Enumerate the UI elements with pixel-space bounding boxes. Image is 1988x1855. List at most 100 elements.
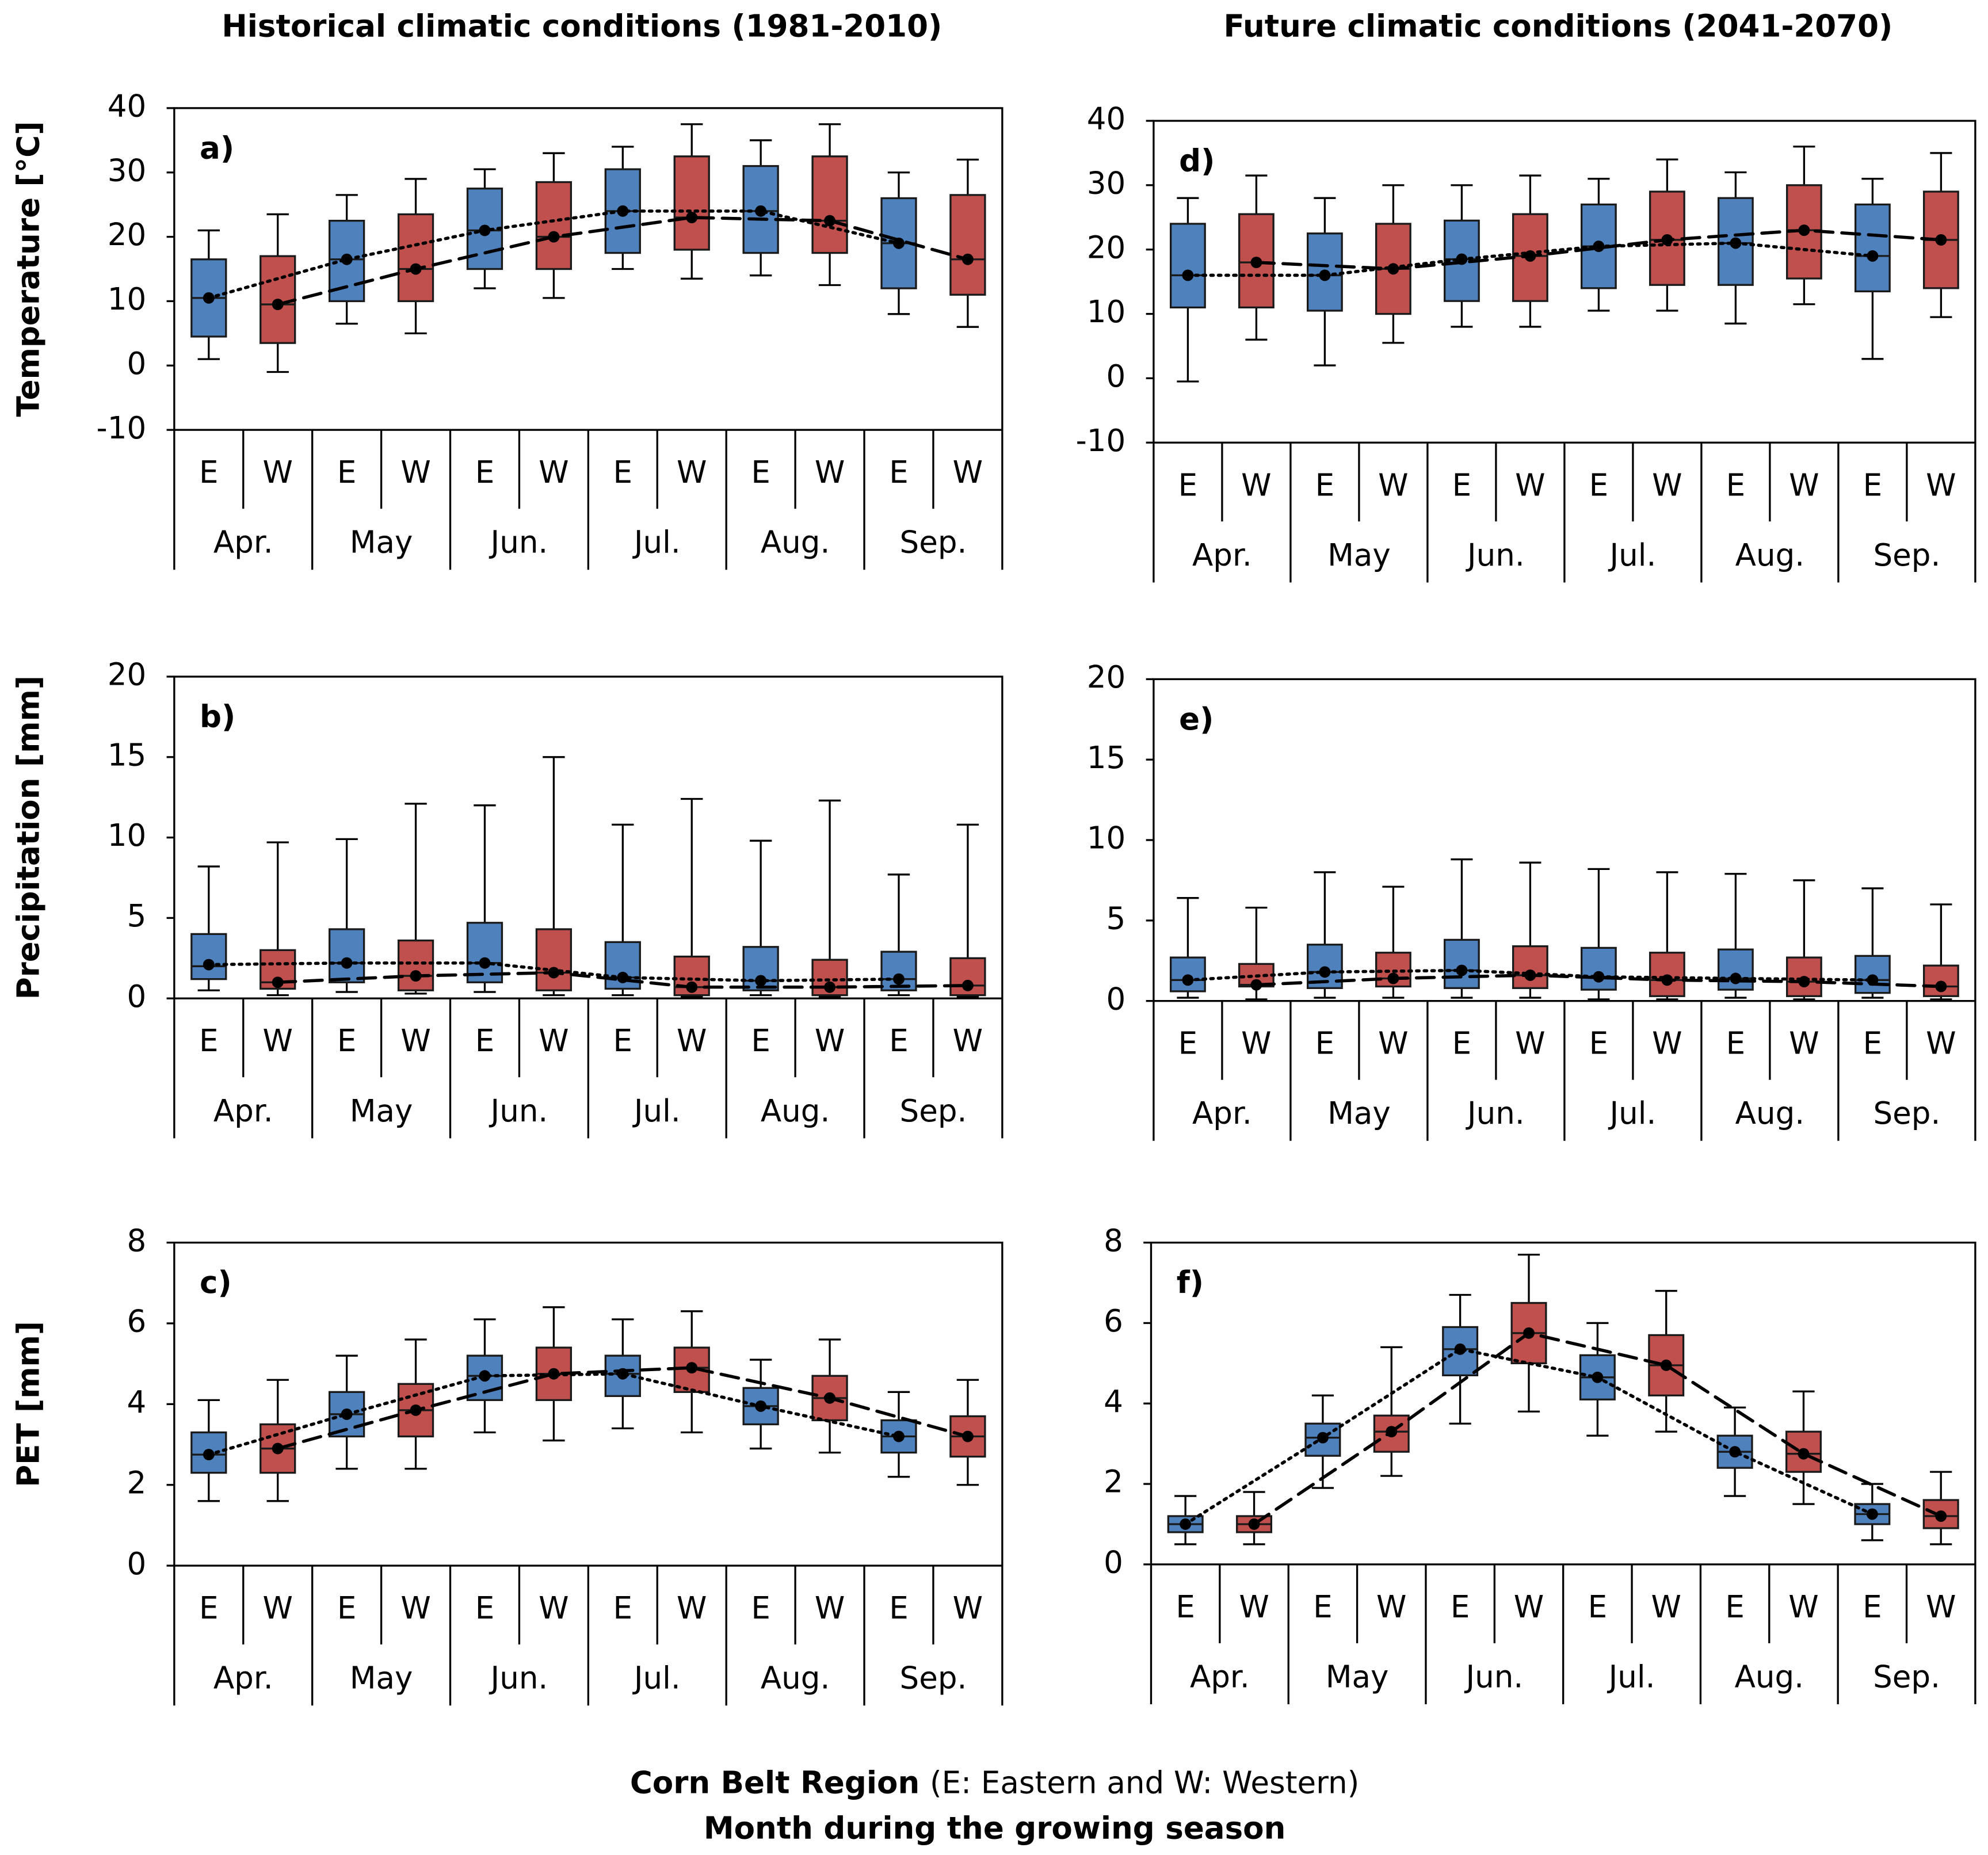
region-label: W (1514, 1589, 1544, 1625)
month-label: Aug. (761, 1093, 830, 1129)
y-tick-label: 40 (108, 89, 147, 124)
region-label: W (1515, 1026, 1545, 1062)
y-tick-label: 15 (108, 737, 147, 773)
month-label: Aug. (1735, 1659, 1804, 1694)
mean-dot (410, 263, 422, 275)
region-label: W (1378, 1026, 1408, 1062)
month-label: Apr. (1192, 1096, 1252, 1131)
mean-dot (548, 967, 560, 979)
mean-dot (1730, 237, 1742, 249)
mean-dot (961, 1430, 974, 1442)
mean-dot (1319, 966, 1331, 978)
mean-dot (1456, 964, 1468, 976)
region-label: W (400, 1590, 430, 1626)
y-tick-label: 8 (1104, 1223, 1123, 1258)
plot-frame (1153, 678, 1976, 1002)
y-tick-label: 5 (1106, 900, 1126, 936)
mean-dot (341, 957, 353, 969)
panel-label: a) (200, 130, 234, 166)
mean-dot (755, 975, 767, 987)
plot-frame (173, 675, 1003, 999)
box (1444, 938, 1480, 989)
region-label: W (539, 455, 568, 490)
region-label: E (1315, 467, 1335, 503)
region-label: E (613, 1023, 633, 1059)
region-label: W (400, 455, 430, 490)
mean-dot (824, 215, 836, 227)
y-tick-label: 0 (1106, 981, 1126, 1017)
month-label: Jun. (489, 525, 548, 560)
x-axis-title-2: Month during the growing season (704, 1811, 1286, 1846)
mean-dot (479, 957, 491, 969)
y-tick-label: 10 (1087, 820, 1126, 856)
x-axis-title: Corn Belt Region (E: Eastern and W: Weste… (630, 1765, 1359, 1800)
y-tick-label: 2 (1104, 1464, 1123, 1500)
region-label: E (751, 455, 770, 490)
mean-dot (1798, 1448, 1810, 1460)
region-label: W (1376, 1589, 1406, 1625)
y-tick-label: 0 (1104, 1545, 1123, 1581)
box (811, 155, 848, 254)
region-label: W (677, 455, 707, 490)
region-label: E (337, 455, 357, 490)
mean-dot (755, 205, 767, 217)
region-label: W (262, 1590, 292, 1626)
region-label: E (337, 1023, 357, 1059)
y-tick-label: 4 (1104, 1384, 1123, 1419)
region-label: E (1863, 467, 1883, 503)
region-label: W (953, 455, 983, 490)
region-label: W (1652, 467, 1682, 503)
box (535, 928, 573, 991)
panel-label: c) (200, 1265, 232, 1300)
mean-dot (1593, 241, 1605, 253)
region-label: W (815, 1023, 845, 1059)
region-label: W (1926, 1589, 1956, 1625)
month-label: May (350, 525, 413, 560)
mean-line (1254, 228, 1943, 271)
region-label: E (475, 1023, 495, 1059)
mean-dot (272, 299, 284, 310)
mean-dot (479, 1370, 491, 1382)
y-tick-label: 30 (108, 152, 147, 188)
region-label: W (1239, 1589, 1269, 1625)
mean-line (207, 209, 900, 300)
region-label: E (1726, 1026, 1746, 1062)
month-label: May (1327, 1096, 1391, 1131)
mean-dot (824, 1392, 836, 1404)
region-label: W (539, 1023, 568, 1059)
region-label: W (1241, 1026, 1271, 1062)
region-label: W (1789, 1026, 1819, 1062)
region-label: E (1178, 1026, 1198, 1062)
panel-label: d) (1179, 143, 1215, 179)
mean-dot (1798, 976, 1810, 988)
y-tick-label: 10 (108, 818, 147, 853)
mean-dot (1593, 971, 1605, 983)
month-label: Sep. (1873, 537, 1940, 573)
box (1170, 223, 1206, 309)
region-label: W (262, 455, 292, 490)
region-label: E (1589, 467, 1609, 503)
region-label: W (1652, 1026, 1682, 1062)
mean-dot (1524, 969, 1536, 981)
region-label: W (953, 1023, 983, 1059)
month-label: Sep. (1873, 1096, 1940, 1131)
mean-dot (203, 959, 215, 971)
y-tick-label: 6 (1104, 1303, 1123, 1339)
mean-dot (1661, 234, 1673, 246)
y-tick-label: 6 (127, 1304, 146, 1339)
mean-dot (1180, 1518, 1192, 1530)
month-label: Sep. (900, 1661, 967, 1696)
box (949, 957, 986, 997)
region-label: E (199, 1023, 219, 1059)
box (190, 933, 227, 980)
mean-line (1254, 974, 1943, 988)
y-tick-label: -10 (1076, 423, 1126, 459)
month-label: Jul. (1608, 1096, 1656, 1131)
month-label: May (350, 1093, 413, 1129)
region-label: E (1451, 1589, 1470, 1625)
mean-dot (1386, 1426, 1398, 1438)
mean-dot (1317, 1432, 1329, 1444)
box (673, 155, 710, 251)
